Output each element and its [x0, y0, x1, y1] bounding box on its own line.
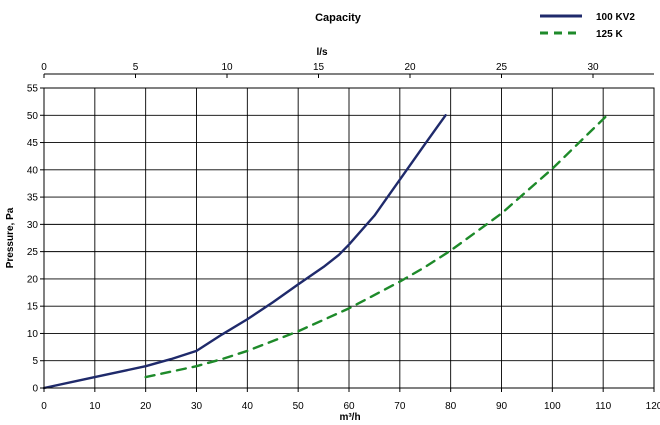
x-tick-label: 20: [140, 401, 152, 412]
y-tick-label: 25: [27, 247, 39, 258]
chart-title: Capacity: [315, 12, 362, 24]
top-tick-label: 10: [221, 62, 233, 73]
y-tick-label: 35: [27, 193, 39, 204]
y-tick-label: 55: [27, 84, 39, 95]
y-tick-label: 5: [32, 356, 38, 367]
y-tick-label: 15: [27, 302, 39, 313]
x-tick-label: 60: [343, 401, 355, 412]
x-tick-label: 0: [41, 401, 47, 412]
series-line-1: [144, 112, 610, 379]
y-tick-label: 20: [27, 274, 39, 285]
x-tick-label: 10: [89, 401, 101, 412]
y-tick-label: 30: [27, 220, 39, 231]
top-axis-label: l/s: [316, 47, 328, 58]
series-lines: [42, 112, 610, 390]
y-tick-label: 40: [27, 165, 39, 176]
y-tick-label: 45: [27, 138, 39, 149]
tick-labels: 0 5 10 15 20 25 300 10 20 30 40 50 60 70 80 90 100 110 120…: [27, 62, 660, 412]
y-tick-label: 50: [27, 111, 39, 122]
x-tick-label: 30: [191, 401, 203, 412]
top-tick-label: 0: [41, 62, 47, 73]
top-tick-label: 25: [496, 62, 508, 73]
axes: [40, 73, 655, 392]
top-tick-label: 15: [313, 62, 325, 73]
legend-label-100-kv2: 100 KV2: [596, 12, 635, 23]
series-line-0: [42, 114, 447, 390]
x-tick-label: 50: [293, 401, 305, 412]
grid-lines: [44, 88, 654, 388]
y-axis-label: Pressure, Pa: [5, 207, 16, 268]
x-tick-label: 80: [445, 401, 457, 412]
legend: 100 KV2 125 K: [540, 12, 635, 40]
x-axis-label: m³/h: [339, 412, 360, 423]
y-tick-label: 0: [32, 384, 38, 395]
x-tick-label: 120: [646, 401, 660, 412]
x-tick-label: 90: [496, 401, 508, 412]
x-tick-label: 40: [242, 401, 254, 412]
top-tick-label: 20: [404, 62, 416, 73]
x-tick-label: 70: [394, 401, 406, 412]
top-tick-label: 30: [587, 62, 599, 73]
y-tick-label: 10: [27, 329, 39, 340]
top-tick-label: 5: [133, 62, 139, 73]
legend-label-125-k: 125 K: [596, 29, 623, 40]
x-tick-label: 100: [544, 401, 561, 412]
x-tick-label: 110: [595, 401, 611, 412]
